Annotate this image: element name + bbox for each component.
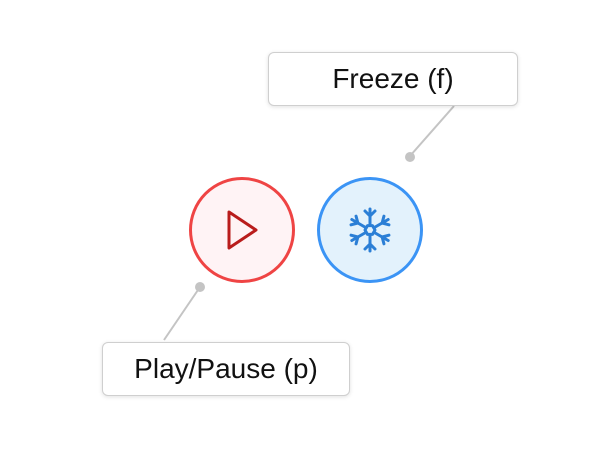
freeze-button[interactable]: [317, 177, 423, 283]
freeze-connector-line: [409, 105, 455, 157]
play-pause-tooltip: Play/Pause (p): [102, 342, 350, 396]
play-connector-line: [163, 286, 201, 341]
freeze-tooltip: Freeze (f): [268, 52, 518, 106]
play-pause-button[interactable]: [189, 177, 295, 283]
snowflake-icon: [349, 207, 391, 253]
play-connector-dot: [195, 282, 205, 292]
freeze-connector-dot: [405, 152, 415, 162]
play-icon: [227, 210, 258, 250]
